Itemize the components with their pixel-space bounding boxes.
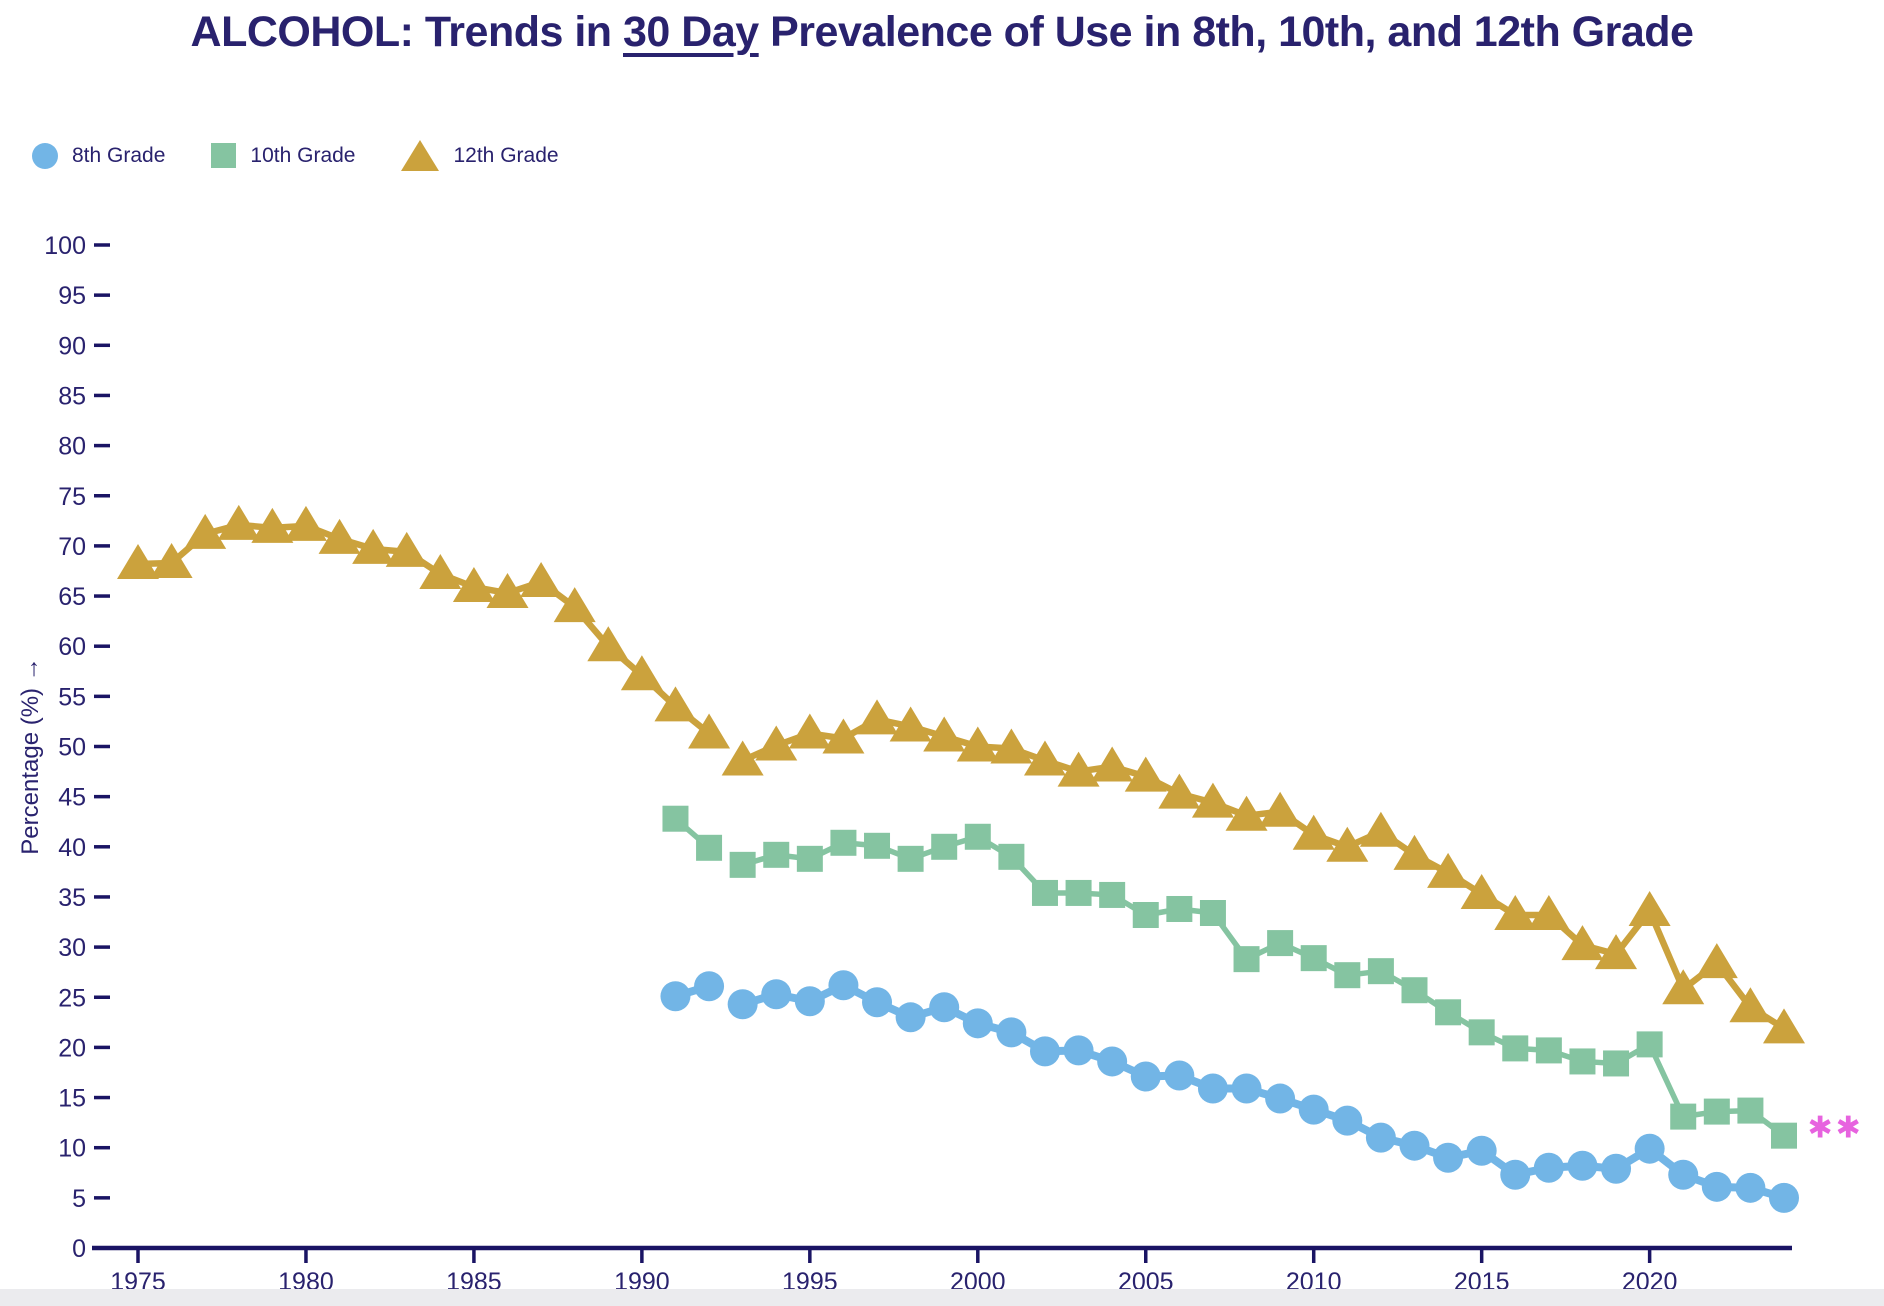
svg-text:10: 10: [58, 1135, 86, 1163]
svg-text:75: 75: [58, 483, 86, 511]
chart-title-underlined-text: 30 Day: [623, 8, 759, 56]
svg-text:5: 5: [72, 1185, 86, 1213]
square-marker-icon: [211, 143, 237, 168]
series-8th-grade: [660, 970, 1799, 1213]
svg-text:0: 0: [72, 1235, 86, 1263]
legend-label-8th-grade: 8th Grade: [72, 143, 166, 167]
svg-text:95: 95: [58, 282, 86, 310]
page-bottom-edge: [0, 1289, 1884, 1306]
triangle-marker-icon: [401, 140, 440, 171]
circle-marker-icon: [32, 142, 58, 169]
legend-item-12th-grade: 12th Grade: [401, 140, 559, 171]
y-axis: 0 5 10 15 20 25 30 35 40 45 50 55 60 65 70 75 80 85 90 95 10…: [44, 232, 110, 1263]
svg-text:85: 85: [58, 382, 86, 410]
chart-title: ALCOHOL: Trends in 30 Day Prevalence of …: [0, 8, 1884, 57]
svg-text:100: 100: [44, 232, 86, 260]
chart-title-prefix: ALCOHOL: Trends in: [190, 8, 623, 56]
svg-text:15: 15: [58, 1085, 86, 1113]
chart-title-suffix: Prevalence of Use in 8th, 10th, and 12th…: [758, 8, 1694, 56]
series-12th-grade: [117, 504, 1805, 1044]
svg-text:45: 45: [58, 784, 86, 812]
svg-text:35: 35: [58, 884, 86, 912]
legend-item-8th-grade: 8th Grade: [32, 142, 166, 169]
legend-label-10th-grade: 10th Grade: [250, 143, 356, 167]
svg-text:55: 55: [58, 683, 86, 711]
svg-text:70: 70: [58, 533, 86, 561]
y-axis-title: Percentage (%) →: [17, 657, 44, 854]
svg-text:40: 40: [58, 834, 86, 862]
svg-text:90: 90: [58, 332, 86, 360]
svg-text:80: 80: [58, 433, 86, 461]
svg-text:60: 60: [58, 633, 86, 661]
double-asterisk-annotation: ✱✱: [1808, 1112, 1864, 1145]
legend-item-10th-grade: 10th Grade: [211, 143, 355, 168]
svg-text:25: 25: [58, 984, 86, 1012]
svg-text:50: 50: [58, 734, 86, 762]
svg-text:20: 20: [58, 1034, 86, 1062]
series-10th-grade: [662, 805, 1797, 1149]
legend-label-12th-grade: 12th Grade: [453, 143, 559, 167]
legend: 8th Grade 10th Grade 12th Grade: [32, 140, 559, 171]
svg-text:30: 30: [58, 934, 86, 962]
svg-text:65: 65: [58, 583, 86, 611]
